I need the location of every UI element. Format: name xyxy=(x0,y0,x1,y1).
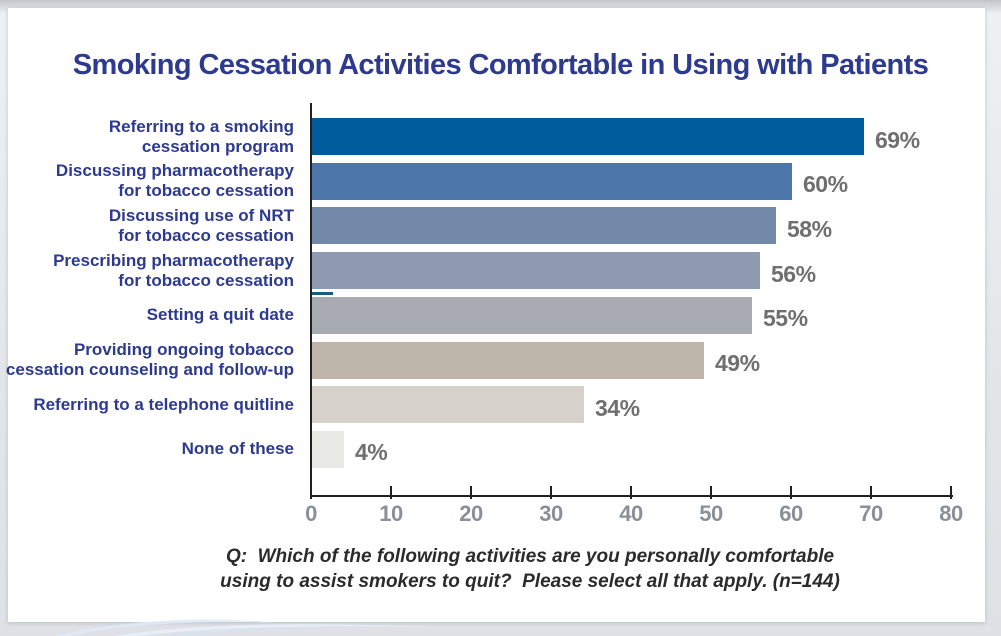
bar-discussing-pharmacotherapy xyxy=(312,162,792,200)
x-tick-label: 70 xyxy=(859,501,883,526)
x-tick xyxy=(630,486,632,499)
bar-row: None of these 4% xyxy=(0,430,1001,468)
x-tick-label: 10 xyxy=(379,501,403,526)
value-label: 58% xyxy=(787,215,832,242)
category-label: Setting a quit date xyxy=(146,305,294,325)
category-label: Referring to a telephone quitline xyxy=(33,394,294,414)
category-label: Discussing use of NRT for tobacco cessat… xyxy=(108,205,294,245)
bar-row: Discussing pharmacotherapy for tobacco c… xyxy=(0,161,1001,201)
accent-underline xyxy=(311,292,333,295)
x-tick-label: 30 xyxy=(539,501,563,526)
bar-row: Setting a quit date 55% xyxy=(0,296,1001,334)
bar-row: Prescribing pharmacotherapy for tobacco … xyxy=(0,250,1001,290)
x-tick-label: 20 xyxy=(459,501,483,526)
x-tick-label: 60 xyxy=(779,501,803,526)
x-tick-label: 50 xyxy=(699,501,723,526)
bar-row: Providing ongoing tobacco cessation coun… xyxy=(0,340,1001,380)
category-label: Discussing pharmacotherapy for tobacco c… xyxy=(55,161,294,201)
x-tick xyxy=(950,486,952,499)
bar-row: Referring to a smoking cessation program… xyxy=(0,116,1001,156)
x-tick xyxy=(870,486,872,499)
chart-title: Smoking Cessation Activities Comfortable… xyxy=(72,49,929,81)
x-tick xyxy=(550,486,552,499)
value-label: 56% xyxy=(771,260,816,287)
x-tick xyxy=(310,486,312,499)
bar-row: Referring to a telephone quitline 34% xyxy=(0,386,1001,424)
bar-setting-quit-date xyxy=(312,296,752,334)
category-label: None of these xyxy=(181,439,294,459)
swoosh-decoration xyxy=(55,619,455,636)
x-tick xyxy=(710,486,712,499)
bar-rows: Referring to a smoking cessation program… xyxy=(0,116,1001,468)
bar-row: Discussing use of NRT for tobacco cessat… xyxy=(0,205,1001,245)
x-tick-label: 40 xyxy=(619,501,643,526)
bar-telephone-quitline xyxy=(312,386,584,424)
x-tick-label: 0 xyxy=(305,501,317,526)
bar-discussing-nrt xyxy=(312,207,776,245)
value-label: 49% xyxy=(715,350,760,377)
x-tick xyxy=(470,486,472,499)
x-tick xyxy=(390,486,392,499)
category-label: Prescribing pharmacotherapy for tobacco … xyxy=(53,250,294,290)
value-label: 55% xyxy=(763,305,808,332)
x-tick xyxy=(790,486,792,499)
bar-referring-cessation-program xyxy=(312,118,864,155)
category-label: Providing ongoing tobacco cessation coun… xyxy=(5,340,294,380)
value-label: 34% xyxy=(595,394,640,421)
bar-prescribing-pharmacotherapy xyxy=(312,252,760,290)
value-label: 4% xyxy=(355,439,388,466)
value-label: 60% xyxy=(803,171,848,198)
bar-none-of-these xyxy=(312,430,344,468)
y-axis-line xyxy=(310,103,312,497)
category-label: Referring to a smoking cessation program xyxy=(108,116,294,156)
bar-ongoing-counseling xyxy=(312,341,704,379)
value-label: 69% xyxy=(875,126,920,153)
x-tick-label: 80 xyxy=(939,501,963,526)
survey-question-text: Q: Which of the following activities are… xyxy=(220,546,840,592)
